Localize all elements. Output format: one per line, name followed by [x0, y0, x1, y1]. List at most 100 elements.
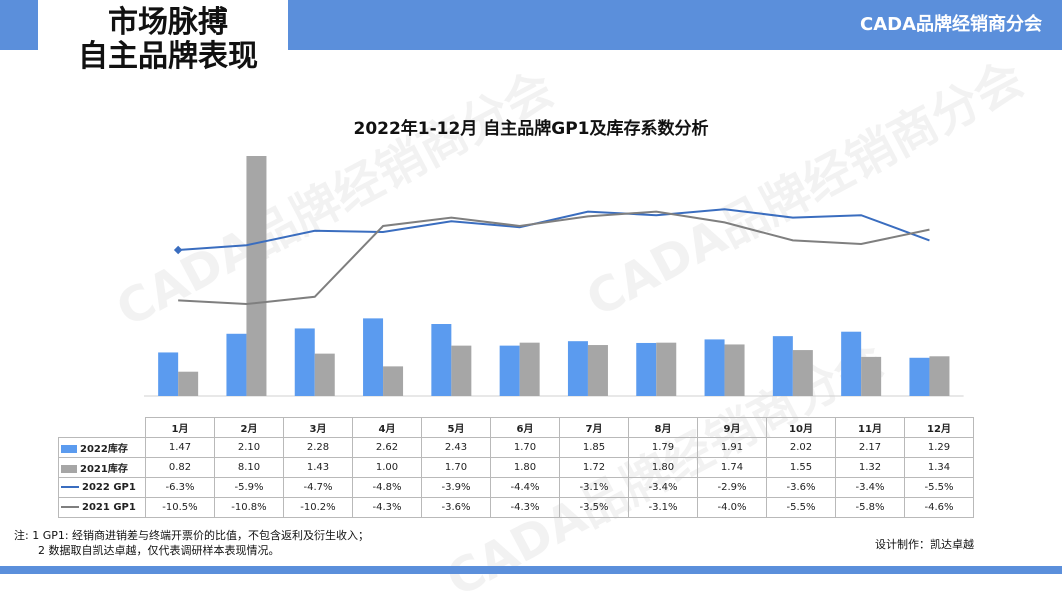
line-2022-gp1-marker	[173, 245, 183, 255]
line-2021-gp1	[178, 210, 930, 306]
data-label: -3.5%	[559, 497, 629, 518]
table-corner	[58, 417, 146, 438]
legend-2021-gp1: 2021 GP1	[58, 497, 146, 518]
bar-2022-stock	[226, 333, 247, 396]
data-label: -10.2%	[283, 497, 353, 518]
data-label: -10.5%	[145, 497, 215, 518]
category-label: 6月	[490, 417, 560, 438]
data-label: -3.4%	[628, 477, 698, 498]
bar-2021-stock	[587, 345, 608, 396]
category-label: 1月	[145, 417, 215, 438]
legend-swatch	[61, 486, 79, 488]
data-label: -3.6%	[766, 477, 836, 498]
bar-2021-stock	[792, 350, 813, 396]
data-label: 1.70	[421, 457, 491, 478]
title-panel	[38, 0, 288, 78]
legend-2021-stock: 2021库存	[58, 457, 146, 478]
data-label: -6.3%	[145, 477, 215, 498]
data-label: 1.80	[628, 457, 698, 478]
data-label: 1.00	[352, 457, 422, 478]
data-label: 1.70	[490, 437, 560, 458]
data-label: 1.32	[835, 457, 905, 478]
category-label: 10月	[766, 417, 836, 438]
legend-label: 2021 GP1	[82, 502, 136, 513]
data-label: 2.17	[835, 437, 905, 458]
footnote-line2: 2 数据取自凯达卓越，仅代表调研样本表现情况。	[38, 544, 280, 557]
footnote-line1: 注: 1 GP1: 经销商进销差与终端开票价的比值，不包含返利及衍生收入；	[14, 529, 370, 542]
data-label: 0.82	[145, 457, 215, 478]
data-label: 2.28	[283, 437, 353, 458]
bar-2021-stock	[861, 356, 882, 396]
data-label: -4.0%	[697, 497, 767, 518]
bar-2022-stock	[431, 324, 452, 396]
data-label: 1.79	[628, 437, 698, 458]
data-label: 1.91	[697, 437, 767, 458]
data-label: -5.8%	[835, 497, 905, 518]
category-label: 2月	[214, 417, 284, 438]
data-label: 1.34	[904, 457, 974, 478]
bar-2022-stock	[158, 352, 179, 396]
chart-title: 2022年1-12月 自主品牌GP1及库存系数分析	[353, 119, 709, 139]
bar-2022-stock	[909, 357, 930, 396]
table-row: 2022库存 1.47 2.10 2.28 2.62 2.43 1.70 1.85 1.79 1…	[58, 437, 974, 458]
data-label: 1.47	[145, 437, 215, 458]
footnote: 注: 1 GP1: 经销商进销差与终端开票价的比值，不包含返利及衍生收入； 2 …	[14, 528, 369, 558]
category-label: 3月	[283, 417, 353, 438]
bar-2021-stock	[383, 366, 404, 396]
data-label: -4.7%	[283, 477, 353, 498]
data-label: 2.02	[766, 437, 836, 458]
data-label: -5.9%	[214, 477, 284, 498]
data-label: 8.10	[214, 457, 284, 478]
category-label: 9月	[697, 417, 767, 438]
data-label: -4.8%	[352, 477, 422, 498]
data-label: -3.4%	[835, 477, 905, 498]
credit-label: 设计制作：凯达卓越	[875, 538, 974, 551]
data-label: -2.9%	[697, 477, 767, 498]
data-label: 1.80	[490, 457, 560, 478]
data-label: -3.6%	[421, 497, 491, 518]
data-label: 2.43	[421, 437, 491, 458]
page-title-line1: 市场脉搏	[108, 5, 228, 40]
bar-2021-stock	[929, 356, 950, 396]
legend-label: 2022 GP1	[82, 482, 136, 493]
category-label: 8月	[628, 417, 698, 438]
bar-2022-stock	[363, 318, 384, 396]
legend-2022-stock: 2022库存	[58, 437, 146, 458]
legend-2022-gp1: 2022 GP1	[58, 477, 146, 498]
bar-2022-stock	[704, 339, 725, 396]
data-label: -4.4%	[490, 477, 560, 498]
data-label: 1.43	[283, 457, 353, 478]
data-label: 1.74	[697, 457, 767, 478]
chart-plot	[144, 156, 964, 397]
bar-2021-stock	[246, 156, 267, 396]
data-label: 1.55	[766, 457, 836, 478]
header-stripe-left	[0, 0, 38, 50]
data-label: -3.9%	[421, 477, 491, 498]
data-label: -3.1%	[628, 497, 698, 518]
data-label: -10.8%	[214, 497, 284, 518]
legend-label: 2021库存	[80, 464, 128, 475]
bar-2021-stock	[178, 371, 199, 396]
table-header-row: 1月 2月 3月 4月 5月 6月 7月 8月 9月 10月 11月 12月	[58, 417, 974, 438]
bar-2022-stock	[772, 336, 793, 396]
bar-2022-stock	[499, 345, 520, 396]
data-label: 2.10	[214, 437, 284, 458]
bar-2021-stock	[451, 345, 472, 396]
legend-label: 2022库存	[80, 444, 128, 455]
bar-2021-stock	[519, 342, 540, 396]
page-title-line2: 自主品牌表现	[78, 39, 258, 74]
data-table: 1月 2月 3月 4月 5月 6月 7月 8月 9月 10月 11月 12月 2022库存 1.47 2…	[58, 417, 974, 518]
category-label: 7月	[559, 417, 629, 438]
brand-label: CADA品牌经销商分会	[859, 14, 1042, 35]
category-label: 11月	[835, 417, 905, 438]
data-label: -5.5%	[766, 497, 836, 518]
category-label: 4月	[352, 417, 422, 438]
legend-swatch	[61, 465, 77, 473]
table-row: 2021 GP1 -10.5% -10.8% -10.2% -4.3% -3.6% -4.…	[58, 497, 974, 518]
data-label: -5.5%	[904, 477, 974, 498]
table-row: 2022 GP1 -6.3% -5.9% -4.7% -4.8% -3.9% -4.4% -…	[58, 477, 974, 498]
bar-2021-stock	[656, 342, 677, 396]
data-label: -4.6%	[904, 497, 974, 518]
bar-2022-stock	[567, 341, 588, 396]
bar-2021-stock	[724, 344, 745, 396]
